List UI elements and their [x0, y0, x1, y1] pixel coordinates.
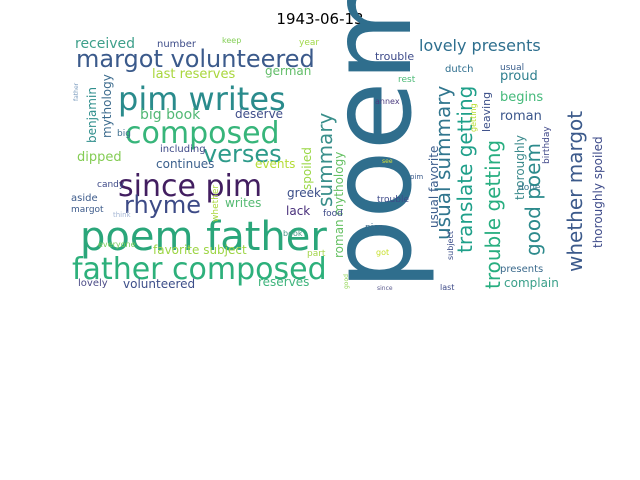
word-received: received	[75, 36, 135, 52]
word-spoiled: spoiled	[300, 147, 314, 190]
word-presents: presents	[500, 264, 543, 275]
word-summary: summary	[313, 112, 337, 207]
word-see: see	[382, 158, 393, 165]
word-favorite-subject: favorite subject	[153, 243, 247, 257]
word-whether-margot: whether margot	[563, 111, 587, 272]
word-reserves: reserves	[258, 275, 309, 289]
word-pim-writes: pim writes	[118, 80, 286, 118]
word-big: big	[117, 129, 131, 139]
word-rhyme: rhyme	[124, 191, 201, 219]
word-writes: writes	[225, 196, 261, 210]
word-last-reserves: last reserves	[152, 67, 235, 82]
word-trouble: trouble	[377, 195, 409, 205]
word-deserve: deserve	[235, 107, 283, 121]
word-roman-mythology: roman mythology	[332, 152, 346, 258]
word-annex: annex	[375, 97, 400, 106]
word-lack: lack	[286, 204, 310, 218]
word-continues: continues	[156, 157, 214, 171]
word-whether: whether	[211, 185, 221, 222]
word-greek: greek	[287, 186, 321, 200]
word-father: father	[73, 82, 80, 101]
word-year: year	[299, 38, 319, 48]
word-book: book	[283, 229, 303, 238]
word-getting: getting	[469, 103, 478, 132]
word-lovely-presents: lovely presents	[419, 36, 541, 55]
word-usual-summary: usual summary	[431, 86, 455, 240]
word-margot-volunteered: margot volunteered	[76, 45, 315, 73]
word-aside: aside	[71, 193, 98, 204]
word-everyone: everyone	[98, 240, 136, 249]
word-rest: rest	[398, 75, 416, 85]
word-father-composed: father composed	[72, 252, 327, 287]
figure-title: 1943-06-13	[276, 10, 364, 28]
word-lovely: lovely	[78, 278, 108, 289]
word-food: food	[323, 209, 343, 219]
word-mythology: mythology	[100, 74, 114, 138]
word-big-book: big book	[140, 107, 201, 123]
word-since-pim: since pim	[118, 169, 262, 204]
word-including: including	[160, 144, 206, 155]
word-margot: margot	[71, 205, 104, 215]
word-last: last	[440, 283, 454, 292]
word-german: german	[265, 64, 311, 78]
word-part: part	[307, 249, 326, 259]
word-poem: poem	[307, 0, 437, 290]
word-since: since	[377, 285, 393, 292]
word-dutch: dutch	[445, 64, 473, 75]
word-good: good	[343, 274, 350, 289]
word-usual: usual	[500, 63, 524, 73]
word-keep: keep	[222, 36, 241, 45]
word-subject: subject	[446, 231, 455, 260]
word-proud: proud	[500, 69, 538, 84]
word-number: number	[157, 39, 197, 50]
word-usual-favorite: usual favorite	[427, 146, 441, 228]
word-think: think	[113, 211, 132, 219]
word-done: done	[518, 183, 541, 193]
word-birthday: birthday	[542, 126, 552, 164]
word-got: got	[376, 248, 389, 257]
word-verses: verses	[203, 140, 282, 168]
word-thoroughly: thoroughly	[513, 135, 527, 200]
word-composed: composed	[125, 116, 280, 151]
word-roman: roman	[500, 109, 542, 124]
word-good-poem: good poem	[521, 143, 545, 256]
word-candy: candy	[97, 180, 125, 190]
word-poem-father: poem father	[80, 214, 327, 260]
word-events: events	[255, 157, 295, 171]
word-benjamin: benjamin	[85, 87, 99, 143]
word-complain: complain	[504, 276, 559, 290]
word-trouble-getting: trouble getting	[481, 140, 505, 289]
word-translate-getting: translate getting	[453, 86, 477, 253]
word-trouble: trouble	[375, 50, 414, 63]
word-nice: nice	[365, 223, 384, 233]
word-volunteered: volunteered	[123, 277, 195, 291]
word-pim: pim	[410, 173, 423, 181]
word-thoroughly-spoiled: thoroughly spoiled	[591, 136, 605, 248]
word-dipped: dipped	[77, 150, 122, 165]
word-begins: begins	[500, 90, 543, 105]
word-leaving: leaving	[480, 92, 493, 132]
